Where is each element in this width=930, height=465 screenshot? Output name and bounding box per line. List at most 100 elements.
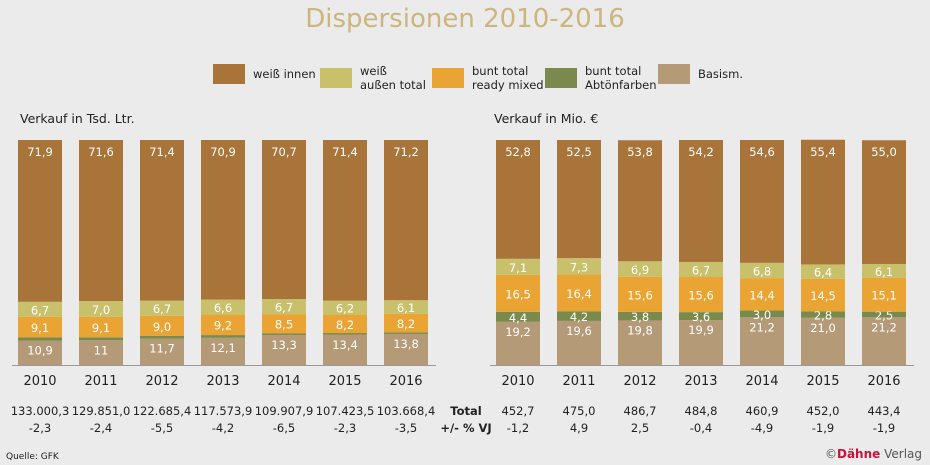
total-value: 475,0: [563, 404, 596, 418]
data-label: 19,2: [505, 325, 531, 339]
bar-segment: [557, 140, 601, 259]
x-tick-label: 2016: [389, 374, 422, 389]
bar-segment: [801, 264, 845, 279]
bar-segment: [618, 276, 662, 312]
legend-label: weiß außen total: [360, 64, 426, 92]
data-label: 16,5: [505, 287, 531, 301]
data-label: 3,0: [753, 308, 771, 322]
change-value: -2,3: [29, 421, 51, 435]
data-label: 54,6: [749, 145, 775, 159]
data-label: 9,1: [31, 321, 49, 335]
change-value: -4,2: [212, 421, 234, 435]
change-row-label: +/- % VJ: [440, 421, 491, 435]
bar-segment: [323, 334, 367, 365]
brand-name: Dähne: [836, 447, 881, 461]
data-label: 6,6: [214, 301, 232, 315]
x-tick-label: 2013: [684, 374, 717, 389]
total-value: 443,4: [868, 404, 901, 418]
bar-segment: [740, 310, 784, 318]
bar-segment: [496, 274, 540, 312]
data-label: 55,0: [871, 145, 897, 159]
bar-segment: [496, 311, 540, 322]
legend-swatch: [320, 68, 352, 88]
data-label: 6,9: [631, 263, 649, 277]
legend-item: bunt total ready mixed: [432, 64, 544, 92]
data-label: 6,1: [397, 301, 415, 315]
data-label: 11,7: [149, 342, 175, 356]
legend-swatch: [432, 68, 464, 88]
data-label: 6,4: [814, 266, 832, 280]
bar-segment: [323, 300, 367, 315]
total-row-label: Total: [450, 404, 481, 418]
data-label: 6,7: [31, 303, 49, 317]
bar-segment: [862, 140, 906, 264]
x-tick-label: 2013: [206, 374, 239, 389]
data-label: 52,8: [505, 145, 531, 159]
data-label: 13,3: [271, 338, 297, 352]
change-value: -2,3: [334, 421, 356, 435]
total-value: 122.685,4: [133, 404, 192, 418]
total-value: 103.668,4: [377, 404, 436, 418]
bar-segment: [140, 335, 184, 339]
data-label: 21,0: [810, 321, 836, 335]
total-value: 484,8: [685, 404, 718, 418]
bar-segment: [323, 140, 367, 301]
data-label: 19,8: [627, 323, 653, 337]
bar-segment: [262, 299, 306, 315]
x-tick-label: 2014: [267, 374, 300, 389]
change-value: -5,5: [151, 421, 173, 435]
data-label: 9,2: [214, 319, 232, 333]
bar-segment: [140, 140, 184, 301]
legend-label: weiß innen: [253, 67, 316, 81]
bar-segment: [740, 262, 784, 279]
bar-segment: [679, 320, 723, 365]
chart-title: Dispersionen 2010-2016: [305, 4, 625, 34]
data-label: 8,5: [275, 318, 293, 332]
total-value: 129.851,0: [72, 404, 131, 418]
legend-swatch: [213, 64, 245, 84]
data-label: 9,1: [92, 321, 110, 335]
data-label: 9,0: [153, 320, 171, 334]
bar-segment: [79, 340, 123, 365]
bar-segment: [384, 313, 428, 333]
data-label: 14,4: [749, 288, 775, 302]
bar-segment: [262, 140, 306, 300]
data-label: 71,6: [88, 145, 114, 159]
bar-segment: [18, 337, 62, 341]
data-label: 71,2: [393, 145, 419, 159]
brand-suffix: Verlag: [880, 447, 922, 461]
x-tick-label: 2015: [806, 374, 839, 389]
data-label: 21,2: [749, 320, 775, 334]
legend-label: Basism.: [698, 67, 743, 81]
bar-segment: [496, 140, 540, 259]
data-label: 6,7: [275, 301, 293, 315]
change-value: -3,5: [395, 421, 417, 435]
total-value: 133.000,3: [11, 404, 70, 418]
bar-segment: [740, 278, 784, 311]
bar-segment: [79, 140, 123, 302]
bar-segment: [140, 300, 184, 316]
bar-segment: [740, 317, 784, 365]
data-label: 71,9: [27, 145, 53, 159]
bar-segment: [140, 338, 184, 365]
data-label: 55,4: [810, 145, 836, 159]
bar-segment: [201, 299, 245, 315]
legend-item: bunt total Abtönfarben: [545, 64, 657, 92]
data-label: 10,9: [27, 343, 53, 357]
bar-segment: [862, 263, 906, 278]
bar-segment: [140, 315, 184, 336]
legend-item: Basism.: [658, 64, 743, 84]
data-label: 15,6: [627, 288, 653, 302]
bar-segment: [801, 317, 845, 365]
bar-segment: [679, 261, 723, 278]
data-label: 15,1: [871, 289, 897, 303]
legend-label: bunt total Abtönfarben: [585, 64, 657, 92]
bar-segment: [557, 274, 601, 312]
x-tick-label: 2011: [562, 374, 595, 389]
data-label: 6,1: [875, 265, 893, 279]
change-value: -2,4: [90, 421, 112, 435]
bar-segment: [18, 301, 62, 317]
bar-segment: [262, 333, 306, 336]
bar-segment: [18, 140, 62, 302]
